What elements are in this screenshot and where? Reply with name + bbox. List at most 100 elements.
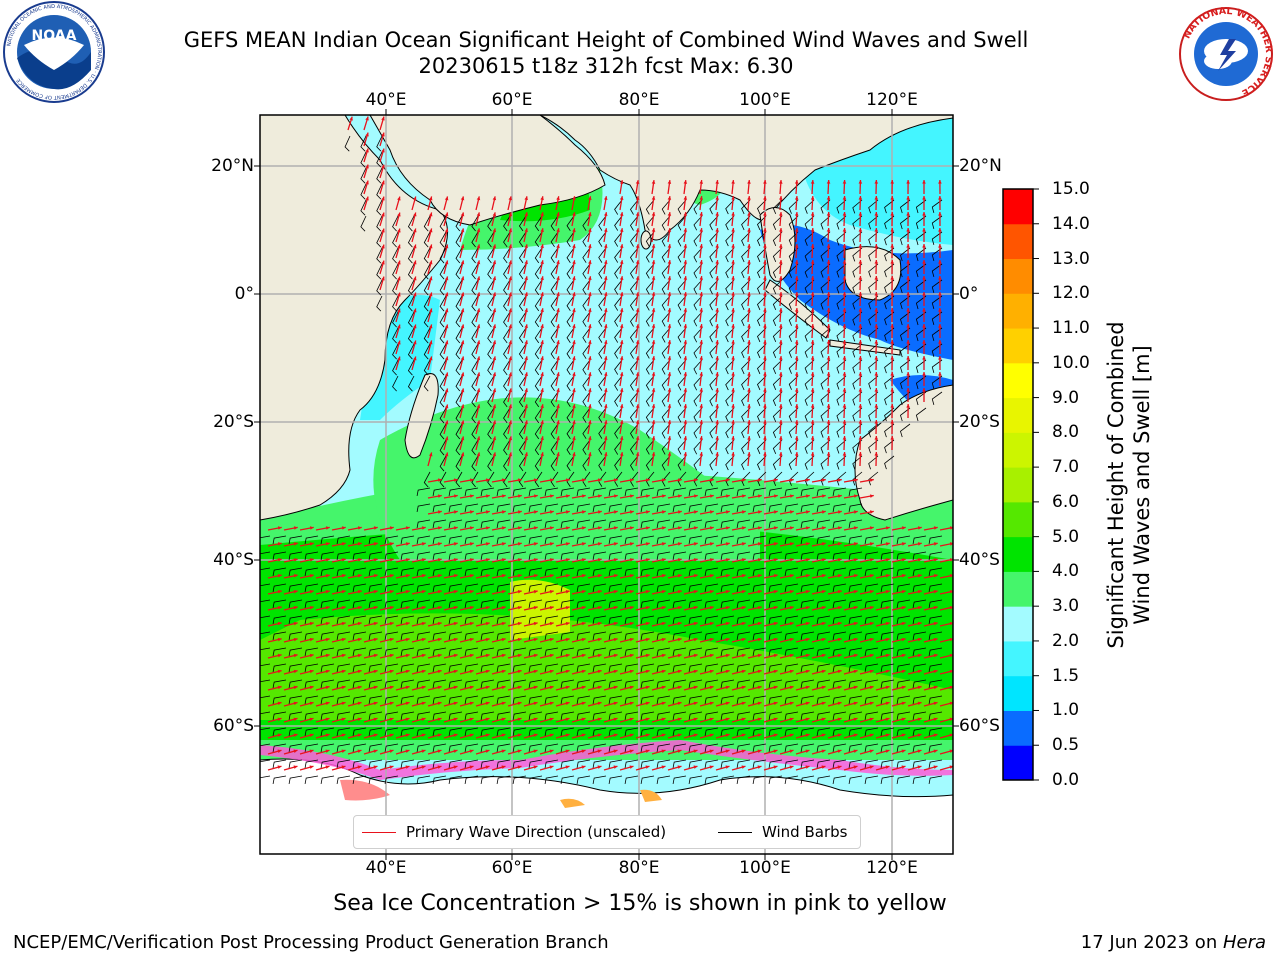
colorbar-segment <box>1003 745 1033 781</box>
wind-barb <box>471 215 479 232</box>
wave-arrow-head <box>922 244 926 248</box>
wave-arrow-head <box>421 653 426 658</box>
wind-barb <box>384 583 399 593</box>
wave-arrow-head <box>906 260 910 264</box>
wind-barb <box>560 711 575 721</box>
sea-ice-edge <box>260 740 953 780</box>
wave-arrow-head <box>405 621 410 626</box>
wind-barb <box>804 439 815 454</box>
wind-barb <box>880 743 895 753</box>
wind-barb <box>688 647 703 657</box>
wind-barb <box>788 247 799 262</box>
wave-arrow-head <box>421 605 426 610</box>
wind-barb <box>816 759 831 769</box>
wind-barb <box>566 359 575 375</box>
wind-barb <box>439 231 447 248</box>
wind-barb <box>550 263 559 280</box>
wave-arrow-head <box>651 372 656 376</box>
wind-barb <box>736 487 751 497</box>
wind-barb <box>880 727 895 737</box>
wave-arrow-head <box>778 404 783 408</box>
wind-barb <box>752 535 767 545</box>
wave-arrow-head <box>778 276 783 280</box>
wave-arrow-head <box>842 292 847 296</box>
wave-arrow-head <box>373 765 378 769</box>
wind-barb <box>848 503 863 513</box>
wind-barb <box>736 695 751 705</box>
wind-barb <box>455 311 463 328</box>
wave-arrow-head <box>437 733 442 738</box>
wind-barb <box>624 743 639 753</box>
wind-barb <box>832 503 847 513</box>
wave-arrow-head <box>869 494 874 498</box>
wind-barb <box>688 567 703 577</box>
wind-barb <box>757 199 767 215</box>
wave-arrow-head <box>341 701 346 706</box>
wave-arrow-head <box>885 717 890 722</box>
wave-arrow-head <box>699 420 704 424</box>
wind-barb <box>832 663 847 673</box>
wave-arrow-head <box>693 478 698 482</box>
wind-barb <box>693 327 703 343</box>
wave-arrow-head <box>603 276 608 281</box>
wave-arrow-head <box>693 542 698 546</box>
wave-arrow-head <box>917 685 922 690</box>
wave-arrow-head <box>613 605 618 610</box>
wave-arrow-head <box>629 717 634 722</box>
wave-arrow-head <box>731 196 735 200</box>
wave-arrow-head <box>741 478 746 482</box>
wave-arrow-head <box>421 749 426 753</box>
wind-barb <box>912 759 927 769</box>
wave-arrow-head <box>293 590 298 594</box>
wind-barb <box>848 775 863 785</box>
wind-barb <box>455 279 463 296</box>
wind-barb <box>576 535 591 545</box>
wind-barb <box>693 279 703 295</box>
wave-arrow-head <box>524 356 528 361</box>
wind-barb <box>788 455 799 470</box>
wind-barb <box>384 695 399 705</box>
wind-barb <box>534 311 543 328</box>
wind-barb <box>464 615 479 625</box>
wave-arrow-head <box>492 244 497 249</box>
wave-arrow-head <box>572 372 576 377</box>
africa-landmass <box>260 115 448 521</box>
wind-barb <box>496 599 511 609</box>
wave-arrow-head <box>805 765 810 769</box>
wave-arrow-head <box>842 420 847 424</box>
wind-barb <box>788 279 799 294</box>
wind-barb <box>768 695 783 705</box>
wave-arrow-head <box>794 276 799 280</box>
wave-arrow-head <box>293 637 298 642</box>
lat-tick-right-0: 0° <box>959 284 979 304</box>
wind-barb <box>852 391 863 406</box>
wave-arrow-head <box>381 244 385 249</box>
wind-barb <box>455 295 463 312</box>
wind-barb <box>439 311 447 328</box>
wave-arrow-head <box>917 526 922 530</box>
wind-barb <box>528 567 543 577</box>
wind-barb <box>260 663 271 667</box>
wave-arrow-head <box>837 765 842 769</box>
wave-arrow-head <box>874 436 879 440</box>
wave-arrow-head <box>922 276 926 280</box>
wind-barb <box>288 727 303 737</box>
wind-barb <box>800 535 815 545</box>
wave-arrow-head <box>853 526 858 530</box>
wave-arrow-head <box>524 260 528 265</box>
wind-barb <box>816 727 831 737</box>
wave-arrow-head <box>365 116 369 121</box>
wave-arrow-head <box>885 669 890 674</box>
wind-barb <box>582 231 591 247</box>
wind-barb <box>304 631 319 641</box>
wave-arrow-head <box>683 372 688 376</box>
wind-barb <box>487 263 495 280</box>
wind-barb <box>566 327 575 343</box>
wave-arrow-head <box>763 340 767 344</box>
wave-arrow-head <box>597 494 602 498</box>
wind-barb <box>304 775 319 785</box>
wave-arrow-head <box>556 388 560 393</box>
wind-barb <box>432 647 447 657</box>
wind-barb <box>352 695 367 705</box>
wind-barb <box>260 727 271 731</box>
